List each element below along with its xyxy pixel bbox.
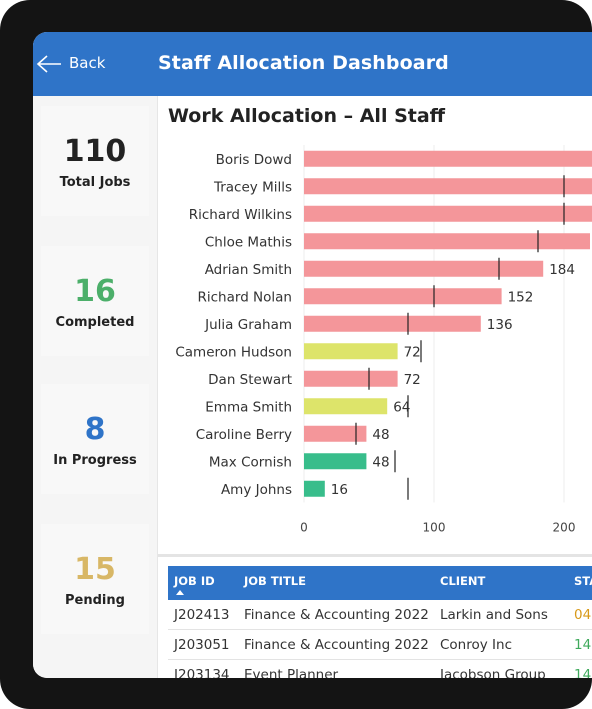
chart-title: Work Allocation – All Staff	[168, 105, 446, 127]
table-row[interactable]: J203051 Finance & Accounting 2022 Conroy…	[168, 630, 592, 660]
page-title: Staff Allocation Dashboard	[158, 52, 449, 74]
kpi-sidebar: 110 Total Jobs 16 Completed 8 In Progres…	[33, 96, 158, 678]
data-label: 64	[393, 399, 410, 415]
cell-job-title: Finance & Accounting 2022	[244, 637, 429, 653]
table-row[interactable]: J202413 Finance & Accounting 2022 Larkin…	[168, 600, 592, 630]
data-bar[interactable]	[304, 480, 325, 497]
data-label: 16	[331, 482, 348, 498]
category-label: Emma Smith	[205, 399, 292, 415]
data-bar[interactable]	[304, 425, 367, 442]
category-label: Richard Nolan	[198, 289, 293, 305]
sort-ascending-icon[interactable]	[176, 590, 184, 595]
x-tick-label: 100	[423, 521, 446, 535]
category-label: Julia Graham	[204, 317, 292, 333]
back-label: Back	[69, 54, 106, 72]
table-header: JOB ID JOB TITLE CLIENT STA	[168, 566, 592, 600]
app-screen: Back Staff Allocation Dashboard 110 Tota…	[33, 32, 592, 678]
app-header: Back Staff Allocation Dashboard	[33, 32, 592, 96]
category-label: Max Cornish	[209, 454, 292, 470]
data-bar[interactable]	[304, 343, 398, 360]
cell-client: Larkin and Sons	[440, 607, 548, 623]
category-label: Tracey Mills	[213, 179, 292, 195]
kpi-label: Pending	[65, 593, 125, 608]
category-label: Adrian Smith	[205, 262, 292, 278]
data-bar[interactable]	[304, 370, 398, 387]
data-bar[interactable]	[304, 260, 544, 277]
kpi-card-in-progress[interactable]: 8 In Progress	[41, 384, 149, 494]
cell-job-id: J203134	[174, 667, 230, 678]
cell-job-id: J203051	[174, 637, 230, 653]
category-label: Richard Wilkins	[189, 207, 292, 223]
data-label: 136	[487, 317, 513, 333]
column-header-job-id[interactable]: JOB ID	[174, 574, 215, 588]
kpi-value: 8	[84, 412, 106, 447]
back-arrow-icon	[36, 55, 61, 73]
kpi-label: Total Jobs	[59, 175, 131, 190]
category-label: Cameron Hudson	[175, 344, 292, 360]
cell-status: 14	[574, 667, 592, 678]
cell-job-title: Event Planner	[244, 667, 339, 678]
kpi-card-total-jobs[interactable]: 110 Total Jobs	[41, 106, 149, 216]
kpi-value: 16	[74, 274, 116, 309]
x-tick-label: 0	[300, 521, 308, 535]
category-label: Boris Dowd	[216, 152, 292, 168]
data-bar[interactable]	[304, 398, 388, 415]
column-header-job-title[interactable]: JOB TITLE	[244, 574, 306, 588]
column-header-status[interactable]: STA	[574, 574, 592, 588]
kpi-card-completed[interactable]: 16 Completed	[41, 246, 149, 356]
data-bar[interactable]	[304, 233, 590, 250]
data-bar[interactable]	[304, 453, 367, 470]
cell-job-title: Finance & Accounting 2022	[244, 607, 429, 623]
data-label: 184	[549, 262, 575, 278]
data-label: 48	[372, 454, 389, 470]
data-label: 72	[404, 372, 421, 388]
column-header-client[interactable]: CLIENT	[440, 574, 486, 588]
cell-client: Conroy Inc	[440, 637, 512, 653]
data-label: 152	[508, 289, 534, 305]
data-bar[interactable]	[304, 178, 592, 195]
category-label: Amy Johns	[221, 482, 292, 498]
data-bar[interactable]	[304, 315, 481, 332]
data-label: 72	[404, 344, 421, 360]
cell-status: 14	[574, 637, 592, 653]
cell-status: 04	[574, 607, 592, 623]
data-label: 48	[372, 427, 389, 443]
category-label: Chloe Mathis	[205, 234, 292, 250]
data-bar[interactable]	[304, 288, 502, 305]
kpi-value: 110	[63, 134, 127, 169]
category-label: Caroline Berry	[196, 427, 292, 443]
back-button[interactable]: Back	[33, 32, 153, 96]
main-panel: Work Allocation – All Staff Boris Dowd Tr…	[158, 96, 592, 678]
section-divider	[158, 554, 592, 557]
jobs-table: JOB ID JOB TITLE CLIENT STA J202413 Fina…	[168, 566, 592, 678]
cell-client: Jacobson Group	[440, 667, 546, 678]
table-row[interactable]: J203134 Event Planner Jacobson Group 14	[168, 660, 592, 678]
kpi-label: In Progress	[53, 453, 137, 468]
data-bar[interactable]	[304, 150, 592, 167]
work-allocation-chart: Boris Dowd Tracey Mills Richard Wilkins Chl…	[175, 145, 592, 535]
kpi-card-pending[interactable]: 15 Pending	[41, 524, 149, 634]
data-bar[interactable]	[304, 205, 592, 222]
kpi-value: 15	[74, 552, 116, 587]
x-tick-label: 200	[553, 521, 576, 535]
kpi-label: Completed	[55, 315, 135, 330]
category-label: Dan Stewart	[208, 372, 292, 388]
cell-job-id: J202413	[174, 607, 230, 623]
